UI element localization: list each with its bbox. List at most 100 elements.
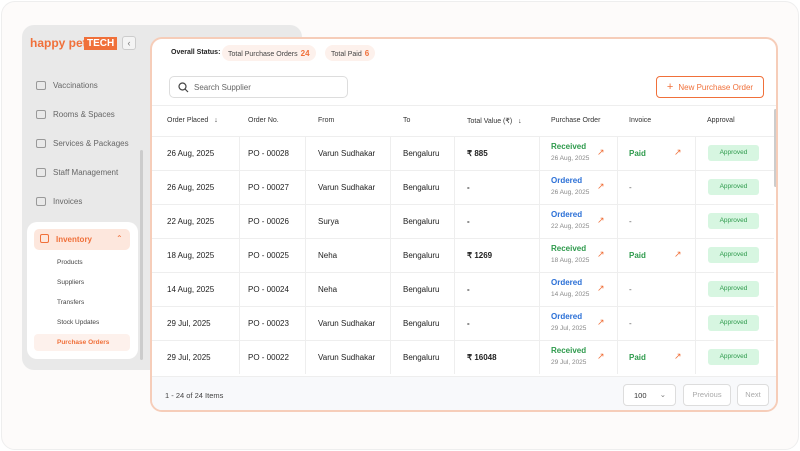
invoice-link[interactable]: ↗ [674, 249, 682, 259]
row-divider [152, 204, 774, 205]
cell: Varun Sudhakar [318, 183, 376, 192]
cell: Neha [318, 285, 338, 294]
nav-icon [36, 197, 46, 206]
po-date: 14 Aug, 2025 [551, 291, 590, 298]
table-footer: 1 - 24 of 24 Items 100 ⌄ Previous Next [152, 376, 776, 410]
nav-item[interactable]: Invoices [53, 197, 83, 206]
po-link[interactable]: ↗ [597, 147, 605, 157]
approval-badge: Approved [708, 315, 759, 331]
divider [152, 105, 776, 106]
po-link[interactable]: ↗ [597, 317, 605, 327]
column-divider [239, 136, 240, 374]
row-divider [152, 170, 774, 171]
nav-item[interactable]: Services & Packages [53, 139, 129, 148]
po-link[interactable]: ↗ [597, 215, 605, 225]
inventory-label[interactable]: Inventory [56, 235, 93, 244]
column-divider [390, 136, 391, 374]
items-count: 1 - 24 of 24 Items [165, 391, 224, 400]
column-divider [305, 136, 306, 374]
cell: 18 Aug, 2025 [167, 251, 215, 260]
cell: Bengaluru [403, 285, 440, 294]
table: Order Placed ↓ Order No. From To Total Value… [152, 106, 774, 376]
po-status[interactable]: Ordered [551, 176, 583, 185]
approval-badge: Approved [708, 281, 759, 297]
cell: PO - 00023 [248, 319, 289, 328]
po-status[interactable]: Received [551, 244, 587, 253]
previous-button[interactable]: Previous [683, 384, 731, 406]
column-header: Invoice [629, 117, 652, 124]
invoice-link[interactable]: ↗ [674, 147, 682, 157]
po-status[interactable]: Received [551, 142, 587, 151]
column-header[interactable]: Total Value (₹) ↓ [467, 118, 522, 125]
invoice-status: Paid [629, 251, 646, 260]
invoice-status: - [629, 217, 632, 226]
approval-badge: Approved [708, 145, 759, 161]
po-status[interactable]: Ordered [551, 278, 583, 287]
brand-name: happy pet [30, 36, 87, 50]
nav-subitem[interactable]: Suppliers [57, 279, 85, 286]
inventory-header[interactable] [34, 229, 130, 250]
po-status[interactable]: Ordered [551, 312, 583, 321]
total-value: ₹ 1269 [467, 251, 493, 260]
po-date: 26 Aug, 2025 [551, 155, 590, 162]
cell: Neha [318, 251, 338, 260]
row-divider [152, 136, 774, 137]
status-label: Overall Status: [171, 49, 221, 56]
cell: PO - 00025 [248, 251, 289, 260]
nav-subitem[interactable]: Products [57, 259, 83, 266]
nav-subitem[interactable]: Purchase Orders [57, 339, 110, 346]
total-value: - [467, 183, 470, 192]
po-link[interactable]: ↗ [597, 351, 605, 361]
row-divider [152, 238, 774, 239]
column-divider [539, 136, 540, 374]
column-header[interactable]: Order Placed ↓ [167, 117, 218, 124]
new-order-button[interactable]: + New Purchase Order [656, 76, 764, 98]
total-value: - [467, 319, 470, 328]
collapse-button[interactable]: ‹ [122, 36, 136, 50]
search-placeholder: Search Supplier [194, 83, 251, 92]
po-status[interactable]: Received [551, 346, 587, 355]
column-divider [695, 136, 696, 374]
approval-badge: Approved [708, 213, 759, 229]
active-subitem-bg [34, 334, 130, 351]
cell: PO - 00024 [248, 285, 289, 294]
column-header: Approval [707, 117, 735, 124]
invoice-link[interactable]: ↗ [674, 351, 682, 361]
total-value: 24 [300, 49, 310, 58]
nav-item[interactable]: Staff Management [53, 168, 119, 177]
column-divider [454, 136, 455, 374]
nav-item[interactable]: Rooms & Spaces [53, 110, 115, 119]
nav-icon [36, 168, 46, 177]
cell: PO - 00027 [248, 183, 289, 192]
search-box[interactable]: Search Supplier [169, 76, 348, 98]
invoice-status: Paid [629, 149, 646, 158]
invoice-status: - [629, 285, 632, 294]
cell: PO - 00026 [248, 217, 289, 226]
po-link[interactable]: ↗ [597, 283, 605, 293]
cell: 29 Jul, 2025 [167, 353, 211, 362]
po-link[interactable]: ↗ [597, 249, 605, 259]
nav-subitem[interactable]: Transfers [57, 299, 85, 306]
page-size-select[interactable]: 100 ⌄ [623, 384, 676, 406]
cell: 22 Aug, 2025 [167, 217, 215, 226]
cell: Bengaluru [403, 353, 440, 362]
search-icon [178, 82, 189, 93]
cell: 14 Aug, 2025 [167, 285, 215, 294]
nav-icon [36, 110, 46, 119]
po-date: 29 Jul, 2025 [551, 359, 587, 366]
nav-subitem[interactable]: Stock Updates [57, 319, 100, 326]
invoice-status: Paid [629, 353, 646, 362]
po-status[interactable]: Ordered [551, 210, 583, 219]
invoice-status: - [629, 183, 632, 192]
column-header: Purchase Order [551, 117, 601, 124]
nav-item[interactable]: Vaccinations [53, 81, 98, 90]
po-link[interactable]: ↗ [597, 181, 605, 191]
column-header: Order No. [248, 117, 279, 124]
cell: Varun Sudhakar [318, 149, 376, 158]
column-header: From [318, 117, 335, 124]
paid-value: 6 [364, 49, 370, 58]
next-button[interactable]: Next [737, 384, 769, 406]
paid-pill: Total Paid 6 [325, 45, 376, 61]
new-order-label: New Purchase Order [678, 83, 754, 92]
cell: 26 Aug, 2025 [167, 149, 215, 158]
